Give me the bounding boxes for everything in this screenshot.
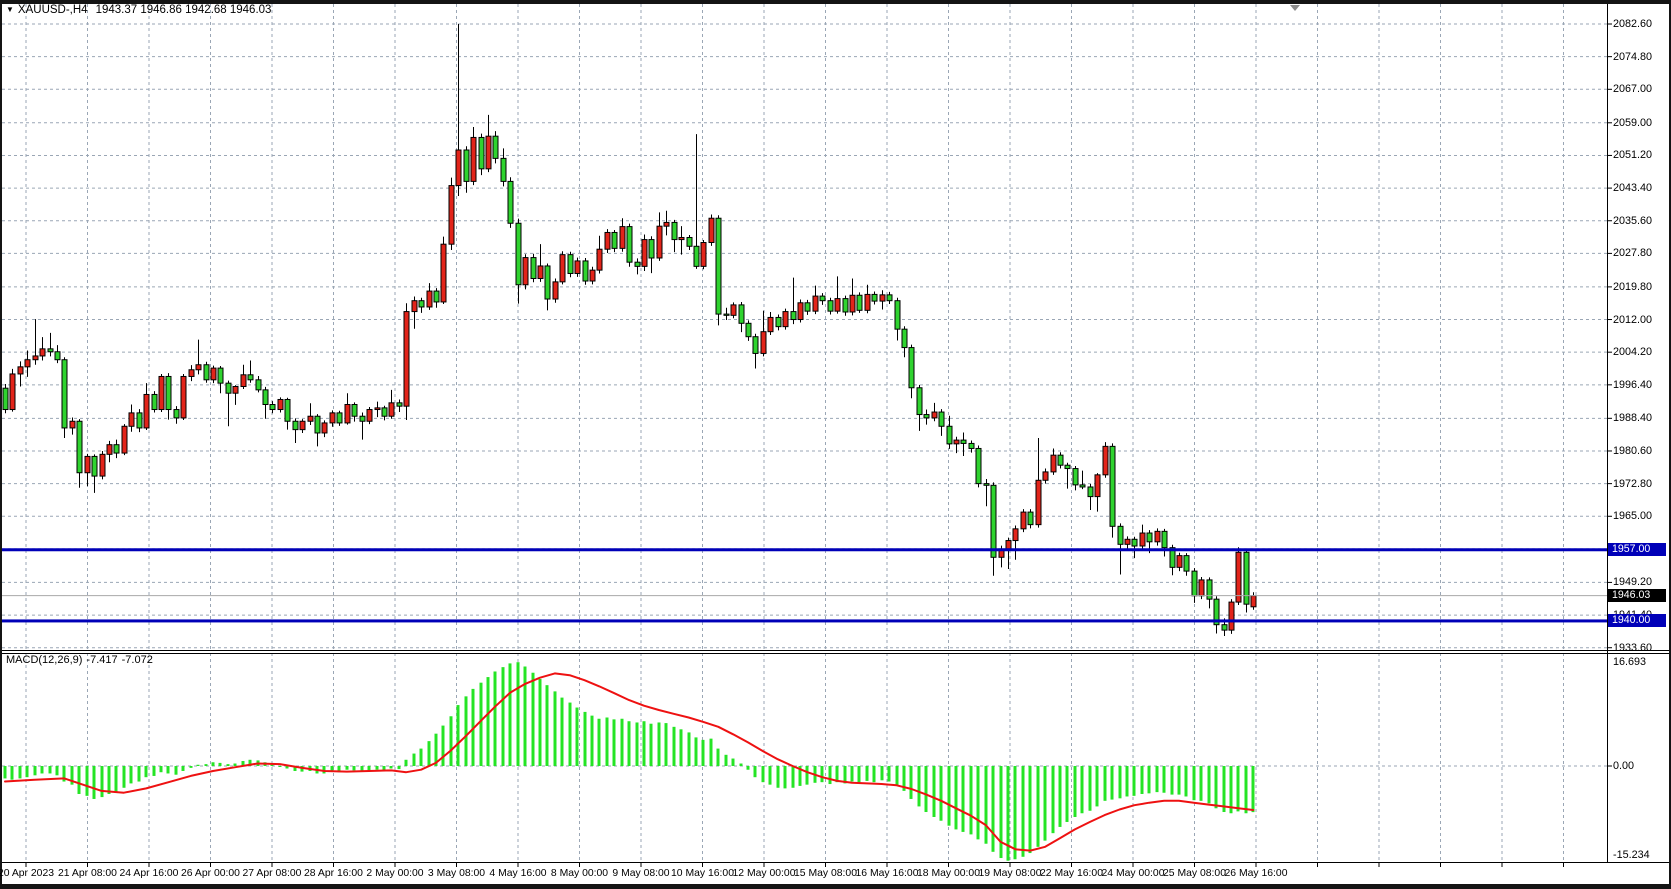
time-axis-label: 8 May 00:00 <box>550 868 609 879</box>
price-axis-label: 2067.00 <box>1613 83 1653 96</box>
macd-axis-label: -15.234 <box>1613 849 1650 861</box>
macd-signal-value-label: -7.072 <box>121 654 153 666</box>
time-axis-label: 19 May 08:00 <box>978 868 1042 879</box>
time-axis-label: 4 May 16:00 <box>489 868 547 879</box>
time-axis-label: 2 May 00:00 <box>366 868 424 879</box>
price-axis-label: 2027.80 <box>1613 247 1653 260</box>
chart-shift-marker-icon[interactable] <box>1290 5 1300 11</box>
time-axis-label: 10 May 16:00 <box>671 868 734 879</box>
window-border-top <box>0 0 1671 4</box>
time-axis-label: 26 Apr 00:00 <box>181 868 240 879</box>
time-axis-label: 15 May 08:00 <box>794 868 857 879</box>
time-axis-label: 24 May 00:00 <box>1101 868 1165 879</box>
macd-axis-label: 16.693 <box>1613 656 1647 669</box>
price-axis-label: 1949.20 <box>1613 576 1653 589</box>
macd-signal-line <box>4 672 1255 852</box>
time-axis-label: 27 Apr 08:00 <box>242 868 302 879</box>
time-axis-label: 24 Apr 16:00 <box>119 868 179 879</box>
ohlc-values-label: 1943.37 1946.86 1942.68 1946.03 <box>95 4 272 16</box>
price-axis-label: 1965.00 <box>1613 510 1653 523</box>
window-border-left <box>0 0 2 889</box>
pane-borders <box>0 4 1671 863</box>
price-axis-label: 2051.20 <box>1613 149 1653 162</box>
price-axis-label: 1996.40 <box>1613 378 1653 391</box>
horizontal-price-lines <box>2 548 1607 623</box>
time-axis-label: 12 May 00:00 <box>732 868 796 879</box>
window-border-right <box>1669 0 1671 889</box>
gridlines <box>2 4 1612 867</box>
price-axis-label: 1980.60 <box>1613 444 1653 457</box>
time-axis-label: 18 May 00:00 <box>917 868 980 879</box>
macd-name-label: MACD(12,26,9) <box>6 654 83 666</box>
price-axis-label: 2035.60 <box>1613 214 1653 227</box>
macd-indicator-label: MACD(12,26,9) -7.417 -7.072 <box>6 654 157 666</box>
macd-histogram <box>3 662 1255 861</box>
candlestick-series <box>2 24 1257 636</box>
bid-price-badge: 1946.03 <box>1608 589 1666 603</box>
price-axis-label: 2043.40 <box>1613 182 1653 195</box>
price-axis-label: 1972.80 <box>1613 477 1653 490</box>
time-axis-label: 28 Apr 16:00 <box>304 868 363 879</box>
price-axis-label: 2082.60 <box>1613 18 1653 30</box>
window-border-bottom <box>0 884 1671 889</box>
macd-value-label: -7.417 <box>86 654 118 666</box>
symbol-dropdown-icon[interactable]: ▼ <box>6 5 14 14</box>
time-axis-label: 25 May 08:00 <box>1163 868 1226 879</box>
price-axis-label: 1933.60 <box>1613 641 1653 654</box>
macd-axis-label: 0.00 <box>1613 760 1635 772</box>
time-axis-label: 22 May 16:00 <box>1040 868 1103 879</box>
price-axis-label: 2074.80 <box>1613 50 1653 63</box>
time-axis-label: 16 May 16:00 <box>855 868 919 879</box>
price-axis-label: 2012.00 <box>1613 313 1653 326</box>
price-axis-label: 2004.20 <box>1613 346 1653 359</box>
time-axis-label: 26 May 16:00 <box>1224 868 1288 879</box>
price-axis-label: 2019.80 <box>1613 280 1653 293</box>
price-axis-label: 1988.40 <box>1613 412 1653 425</box>
symbol-period-label: XAUUSD-,H4 <box>17 4 88 16</box>
support-price-badge: 1940.00 <box>1608 614 1666 628</box>
time-axis-label: 21 Apr 08:00 <box>58 868 117 879</box>
price-axis-label: 2059.00 <box>1613 116 1653 129</box>
time-axis-label: 9 May 08:00 <box>612 868 670 879</box>
chart-title: ▼ XAUUSD-,H4 1943.37 1946.86 1942.68 1946.… <box>6 4 271 16</box>
resistance-price-badge: 1957.00 <box>1608 543 1666 557</box>
time-axis-label: 20 Apr 2023 <box>0 868 55 879</box>
time-axis-label: 3 May 08:00 <box>427 868 486 879</box>
